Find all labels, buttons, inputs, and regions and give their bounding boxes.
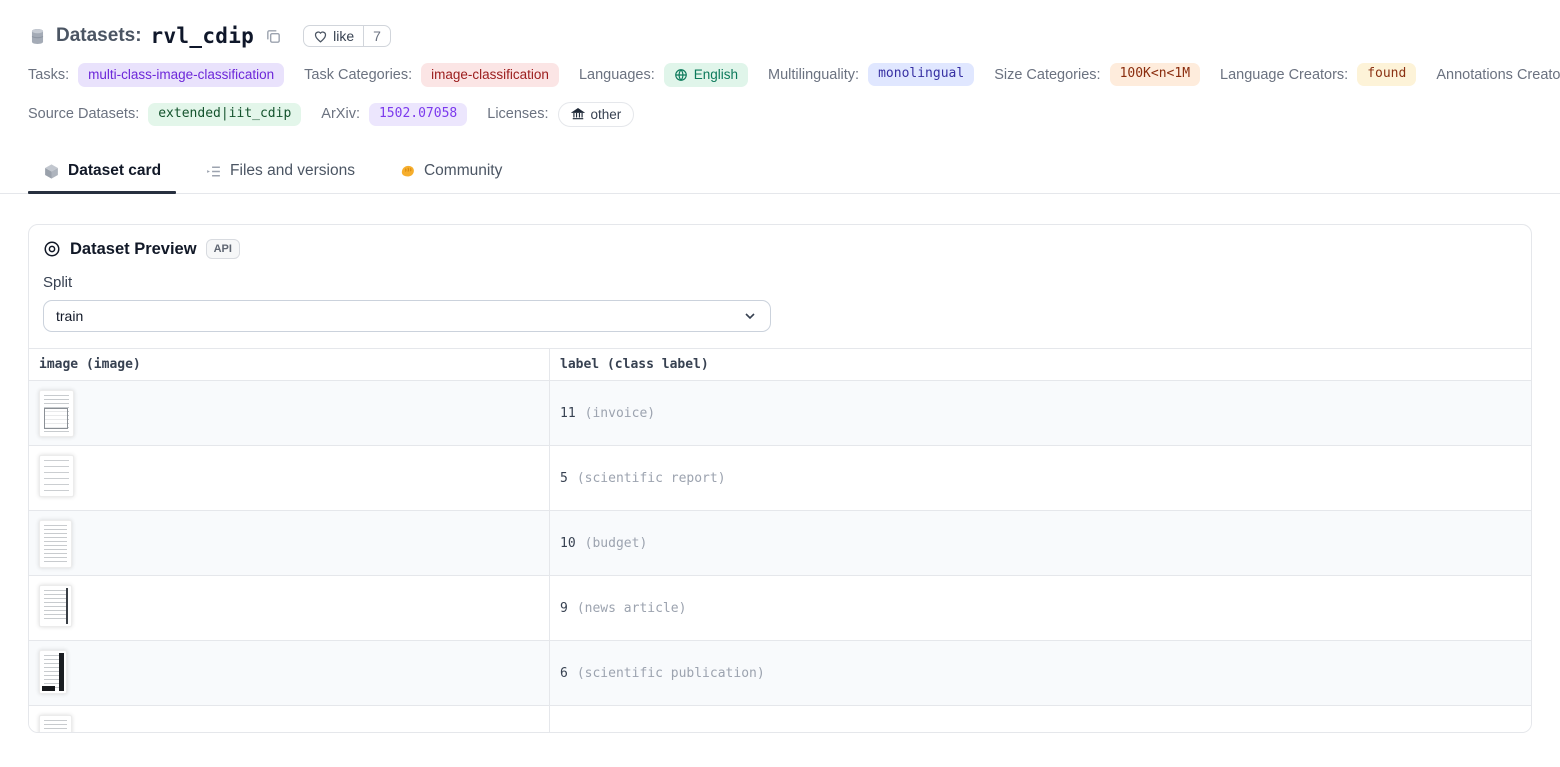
meta-label-languages: Languages: (578, 66, 655, 83)
tag-multilinguality[interactable]: monolingual (868, 63, 975, 87)
document-image-thumbnail (39, 390, 74, 438)
eye-icon (44, 241, 60, 257)
tag-language-creator[interactable]: found (1357, 63, 1417, 87)
metadata-row-1: Tasks: multi-class-image-classification … (28, 63, 1560, 87)
label-value: 6 (560, 665, 568, 681)
tab-community[interactable]: Community (384, 151, 517, 193)
meta-licenses: Licenses: other (487, 101, 635, 128)
split-selected-value: train (56, 308, 84, 325)
meta-label-licenses: Licenses: (487, 106, 549, 123)
document-image-thumbnail (39, 715, 72, 733)
document-image-thumbnail (39, 455, 74, 498)
meta-task-categories: Task Categories: image-classification (304, 63, 559, 87)
like-button[interactable]: like (304, 26, 363, 46)
label-class-name: (budget) (584, 535, 648, 551)
page-title: Datasets: (56, 25, 142, 46)
tag-source-dataset[interactable]: extended|iit_cdip (148, 102, 302, 126)
meta-label-task-categories: Task Categories: (304, 66, 413, 83)
table-row: 11 (invoice) (29, 381, 1531, 447)
table-row (29, 706, 1531, 733)
tab-dataset-card-label: Dataset card (68, 162, 162, 180)
bank-icon (570, 108, 585, 120)
table-row: 10 (budget) (29, 511, 1531, 577)
meta-size-categories: Size Categories: 100K<n<1M (994, 63, 1201, 87)
tag-arxiv[interactable]: 1502.07058 (368, 102, 468, 126)
label-class-name: (scientific publication) (576, 665, 765, 681)
meta-label-multilinguality: Multilinguality: (768, 66, 860, 83)
tag-language-label: English (693, 67, 739, 82)
tag-task-category[interactable]: image-classification (421, 63, 559, 87)
meta-source-datasets: Source Datasets: extended|iit_cdip (28, 102, 302, 126)
preview-controls: Dataset Preview API Split train (29, 225, 1531, 333)
label-value: 9 (560, 600, 568, 616)
meta-label-source-datasets: Source Datasets: (28, 106, 140, 123)
tag-task[interactable]: multi-class-image-classification (78, 63, 285, 87)
tag-license-label: other (590, 106, 622, 122)
meta-annotations-creators: Annotations Creators: found (1436, 63, 1560, 86)
meta-label-tasks: Tasks: (28, 66, 70, 83)
preview-header: Dataset Preview API (43, 239, 1517, 260)
tab-files-label: Files and versions (230, 162, 355, 180)
meta-label-annotations-creators: Annotations Creators: (1436, 66, 1560, 83)
like-count[interactable]: 7 (363, 26, 390, 46)
community-icon (401, 165, 414, 177)
column-header-label: label (class label) (549, 349, 1531, 381)
globe-icon (674, 68, 687, 81)
label-value: 5 (560, 470, 568, 486)
meta-label-size-categories: Size Categories: (994, 66, 1101, 83)
tab-community-label: Community (423, 162, 503, 180)
meta-multilinguality: Multilinguality: monolingual (768, 63, 975, 87)
meta-languages: Languages: English (578, 63, 749, 87)
metadata-row-2: Source Datasets: extended|iit_cdip ArXiv… (28, 101, 1532, 128)
like-label: like (333, 28, 355, 44)
database-icon (28, 27, 47, 46)
tag-size-category[interactable]: 100K<n<1M (1109, 63, 1201, 87)
meta-label-language-creators: Language Creators: (1220, 66, 1349, 83)
meta-tasks: Tasks: multi-class-image-classification (28, 63, 285, 87)
document-image-thumbnail (39, 520, 72, 569)
label-class-name: (invoice) (584, 405, 656, 421)
tab-bar: Dataset card Files and versions Communit… (0, 151, 1560, 195)
label-value: 10 (560, 535, 576, 551)
tag-license[interactable]: other (557, 101, 635, 128)
document-image-thumbnail (39, 650, 67, 695)
cube-icon (45, 164, 58, 179)
copy-icon[interactable] (265, 28, 282, 45)
column-header-image: image (image) (39, 357, 141, 373)
dataset-name: rvl_cdip (150, 24, 255, 48)
meta-label-arxiv: ArXiv: (321, 106, 360, 123)
label-class-name: (scientific report) (576, 470, 726, 486)
page-header: Datasets: rvl_cdip like 7 Tasks: multi-c… (0, 0, 1560, 128)
meta-language-creators: Language Creators: found (1220, 63, 1417, 87)
table-header-row: image (image) label (class label) (29, 348, 1531, 382)
title-row: Datasets: rvl_cdip like 7 (28, 24, 1532, 48)
document-image-thumbnail (39, 585, 72, 628)
chevron-down-icon (745, 313, 755, 320)
split-select[interactable]: train (43, 300, 771, 333)
preview-title: Dataset Preview (70, 239, 197, 258)
meta-arxiv: ArXiv: 1502.07058 (321, 102, 468, 126)
tab-files-and-versions[interactable]: Files and versions (190, 151, 370, 193)
table-row: 5 (scientific report) (29, 446, 1531, 512)
ink-mark (42, 686, 55, 692)
heart-icon (314, 30, 327, 43)
split-label: Split (43, 274, 73, 292)
file-list-icon (207, 166, 220, 177)
tab-dataset-card[interactable]: Dataset card (28, 151, 177, 195)
label-value: 11 (560, 405, 576, 421)
table-row: 6 (scientific publication) (29, 641, 1531, 707)
preview-table: image (image) label (class label) 11 (in… (29, 348, 1531, 733)
table-row: 9 (news article) (29, 576, 1531, 642)
tag-language[interactable]: English (663, 63, 749, 87)
dataset-preview-card: Dataset Preview API Split train image (i… (28, 224, 1532, 734)
api-badge-button[interactable]: API (205, 239, 240, 260)
like-widget: like 7 (303, 25, 391, 47)
label-class-name: (news article) (576, 600, 687, 616)
